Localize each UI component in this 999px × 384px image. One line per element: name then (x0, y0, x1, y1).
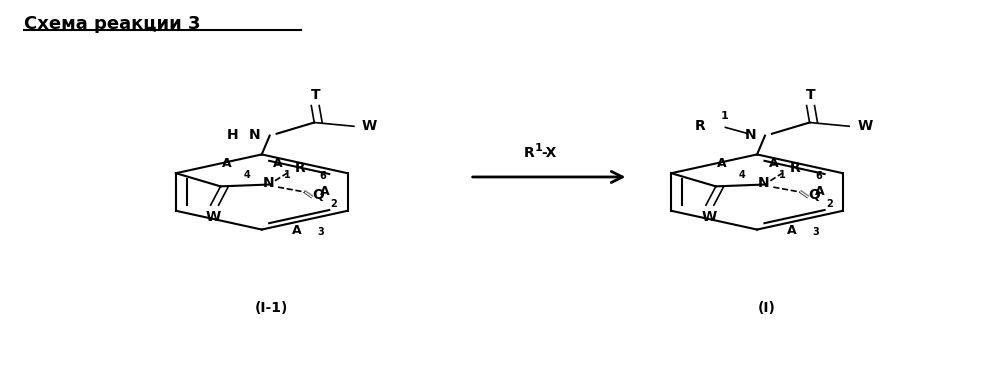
Text: N: N (249, 128, 261, 142)
Text: T: T (311, 88, 320, 102)
Text: 1: 1 (284, 170, 291, 180)
Text: 2: 2 (826, 199, 833, 209)
Text: Схема реакции 3: Схема реакции 3 (24, 15, 201, 33)
Text: H: H (227, 128, 238, 142)
Text: A: A (717, 157, 727, 170)
Text: A: A (787, 224, 797, 237)
Text: 1: 1 (720, 111, 728, 121)
Text: R: R (523, 146, 534, 160)
Text: A: A (292, 224, 302, 237)
Text: N: N (744, 128, 756, 142)
Text: 3: 3 (813, 227, 819, 237)
Text: A: A (320, 185, 330, 199)
Text: N: N (757, 176, 769, 190)
Text: ||: || (798, 186, 810, 198)
Text: W: W (857, 119, 872, 133)
Text: A: A (768, 157, 778, 170)
Text: W: W (362, 119, 377, 133)
Text: 1: 1 (535, 142, 542, 152)
Text: R: R (695, 119, 705, 132)
Text: R: R (790, 161, 801, 175)
Text: Q: Q (313, 188, 325, 202)
Text: ||: || (303, 186, 315, 198)
Text: T: T (806, 88, 815, 102)
Text: 2: 2 (331, 199, 338, 209)
Text: 4: 4 (244, 170, 251, 180)
Text: W: W (701, 210, 716, 223)
Text: -X: -X (541, 146, 556, 160)
Text: A: A (815, 185, 825, 199)
Text: 6: 6 (815, 170, 821, 180)
Text: 3: 3 (318, 227, 325, 237)
Text: 4: 4 (739, 170, 745, 180)
Text: Q: Q (808, 188, 820, 202)
Text: (I): (I) (758, 301, 776, 315)
Text: W: W (206, 210, 221, 223)
Text: A: A (222, 157, 232, 170)
Text: 6: 6 (320, 170, 327, 180)
Text: A: A (273, 157, 283, 170)
Text: (I-1): (I-1) (255, 301, 289, 315)
Text: N: N (263, 176, 274, 190)
Text: R: R (295, 161, 306, 175)
Text: 1: 1 (779, 170, 786, 180)
